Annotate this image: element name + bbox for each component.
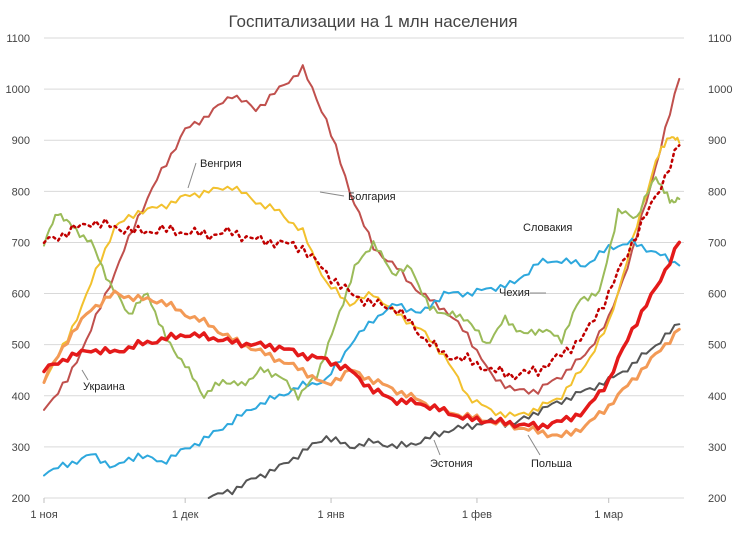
series-label: Словакия bbox=[523, 222, 572, 234]
y-tick-label-right: 500 bbox=[708, 340, 726, 352]
y-tick-label-right: 800 bbox=[708, 186, 726, 198]
y-tick-label-left: 900 bbox=[12, 135, 30, 147]
label-leader-line bbox=[187, 162, 197, 189]
x-tick-label: 1 дек bbox=[172, 509, 199, 521]
x-tick-label: 1 фев bbox=[462, 509, 492, 521]
y-tick-label-right: 400 bbox=[708, 391, 726, 403]
series-lines bbox=[42, 64, 682, 499]
y-tick-label-right: 1000 bbox=[708, 84, 732, 96]
x-axis: 1 ноя 1 дек 1 янв 1 фев 1 мар bbox=[30, 498, 623, 521]
y-tick-label-left: 1100 bbox=[6, 33, 30, 45]
grid bbox=[44, 37, 684, 499]
y-axis-right: 200 300 400 500 600 700 800 900 1000 1100 bbox=[708, 33, 732, 505]
y-tick-label-left: 200 bbox=[12, 493, 30, 505]
series-label: Венгрия bbox=[200, 158, 242, 170]
y-tick-label-left: 400 bbox=[12, 391, 30, 403]
series-line-Польша bbox=[42, 289, 681, 439]
label-leader-line bbox=[81, 369, 89, 381]
series-line-Словакия bbox=[43, 237, 681, 477]
series-label: Польша bbox=[531, 458, 573, 470]
y-tick-label-left: 700 bbox=[12, 237, 30, 249]
y-tick-label-right: 200 bbox=[708, 493, 726, 505]
y-tick-label-right: 300 bbox=[708, 442, 726, 454]
label-leader-line bbox=[433, 439, 441, 456]
series-line-dotted bbox=[42, 144, 681, 381]
y-axis-left: 200 300 400 500 600 700 800 900 1000 1100 bbox=[6, 33, 30, 505]
series-label: Эстония bbox=[430, 458, 473, 470]
series-line-Эстония bbox=[207, 323, 681, 499]
series-label: Украина bbox=[83, 381, 126, 393]
y-tick-label-left: 1000 bbox=[6, 84, 30, 96]
y-tick-label-left: 800 bbox=[12, 186, 30, 198]
series-line-Венгрия bbox=[43, 136, 681, 419]
y-tick-label-right: 600 bbox=[708, 289, 726, 301]
y-tick-label-right: 700 bbox=[708, 237, 726, 249]
series-label: Чехия bbox=[499, 287, 530, 299]
series-line-Чехия bbox=[43, 176, 681, 401]
series-line-Украина bbox=[42, 240, 682, 431]
x-tick-label: 1 ноя bbox=[30, 509, 57, 521]
y-tick-label-left: 500 bbox=[12, 340, 30, 352]
y-tick-label-right: 1100 bbox=[708, 33, 732, 45]
label-leader-line bbox=[527, 434, 541, 456]
y-tick-label-left: 300 bbox=[12, 442, 30, 454]
chart-title: Госпитализации на 1 млн населения bbox=[228, 12, 517, 31]
series-labels: Венгрия Болгария Словакия Чехия Украина Эстон… bbox=[81, 158, 573, 470]
series-line-Болгария bbox=[43, 64, 681, 411]
y-tick-label-left: 600 bbox=[12, 289, 30, 301]
x-tick-label: 1 янв bbox=[318, 509, 345, 521]
x-tick-label: 1 мар bbox=[594, 509, 623, 521]
series-label: Болгария bbox=[348, 191, 396, 203]
y-tick-label-right: 900 bbox=[708, 135, 726, 147]
label-leader-line bbox=[319, 191, 345, 197]
